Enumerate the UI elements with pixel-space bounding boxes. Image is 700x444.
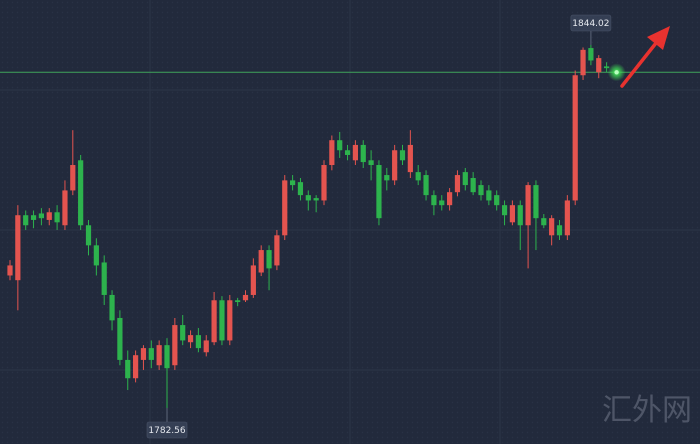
candle-body [368, 160, 374, 166]
candle-body [384, 175, 390, 181]
price-annotation: 1782.56 [146, 408, 188, 439]
candle-body [282, 180, 288, 236]
candle-body [211, 300, 217, 343]
candle-body [85, 225, 92, 246]
watermark: 汇外网 [602, 393, 692, 428]
candle-body [478, 185, 484, 196]
candle-body [604, 66, 610, 69]
annotation-label: 1844.02 [572, 19, 609, 29]
candle-body [360, 144, 366, 163]
candle-body [250, 265, 256, 295]
candle-body [164, 345, 170, 369]
candle-body [172, 325, 178, 366]
candle-body [596, 58, 602, 73]
candle-body [227, 300, 233, 341]
candle-body [509, 205, 515, 223]
candle-body [447, 192, 453, 206]
candle-body [525, 185, 531, 226]
candle-body [572, 75, 578, 201]
candle-body [15, 215, 21, 281]
candle-body [392, 150, 398, 181]
candle-body [38, 213, 44, 219]
annotation-box [146, 421, 188, 439]
candle-body [242, 294, 249, 301]
candle-body [62, 190, 68, 226]
candle-body [101, 262, 107, 295]
candle-body [266, 250, 272, 269]
candle-body [431, 195, 437, 206]
candle-body [564, 200, 570, 236]
candle-body [235, 300, 241, 303]
candle-body [180, 325, 186, 341]
candles [0, 45, 700, 408]
trend-arrow [620, 26, 670, 88]
candle-body [187, 335, 194, 343]
candle-body [203, 340, 209, 353]
candle-body [415, 172, 421, 181]
candle-body [219, 300, 225, 341]
arrow-head [647, 26, 670, 50]
candle-body [321, 165, 327, 201]
candle-body [344, 150, 351, 155]
candle-body [454, 175, 461, 193]
candle-body [399, 150, 406, 161]
candle-body [486, 190, 492, 201]
annotation-box [570, 14, 612, 32]
candle-body [117, 317, 123, 360]
annotation-label: 1782.56 [148, 426, 185, 436]
candle-body [290, 180, 296, 186]
candle-body [133, 355, 139, 379]
candle-body [541, 218, 547, 226]
candle-body [352, 144, 358, 161]
candle-body [407, 144, 413, 173]
price-dot [614, 70, 619, 75]
candle-body [305, 195, 311, 201]
candle-body [109, 294, 115, 321]
candle-body [494, 195, 500, 206]
candle-body [258, 250, 264, 273]
candle-body [462, 172, 468, 186]
candle-body [556, 225, 563, 236]
candle-body [23, 215, 29, 226]
candle-body [439, 200, 445, 206]
candle-body [533, 185, 539, 219]
candle-body [329, 140, 335, 166]
candle-body [313, 198, 319, 201]
candle-body [580, 49, 586, 76]
candle-body [470, 178, 476, 193]
candle-body [93, 245, 99, 266]
candle-body [337, 140, 343, 151]
candle-body [30, 215, 37, 220]
price-annotation: 1844.02 [570, 14, 612, 45]
candle-body [517, 205, 523, 226]
candle-body [78, 160, 84, 226]
candle-body [501, 205, 508, 216]
candle-body [156, 345, 162, 366]
candle-body [274, 235, 280, 266]
arrow-shaft [620, 36, 662, 88]
candle-body [376, 165, 382, 219]
candle-body [549, 218, 555, 236]
candle-body [423, 175, 429, 196]
candle-body [70, 165, 76, 191]
candle-body [297, 182, 304, 196]
candle-body [195, 335, 201, 349]
candle-body [46, 212, 52, 220]
candle-body [125, 359, 131, 379]
candle-body [148, 348, 154, 360]
candle-body [54, 212, 60, 223]
candle-body [7, 265, 13, 276]
candle-body [588, 48, 594, 61]
candle-body [140, 348, 147, 360]
